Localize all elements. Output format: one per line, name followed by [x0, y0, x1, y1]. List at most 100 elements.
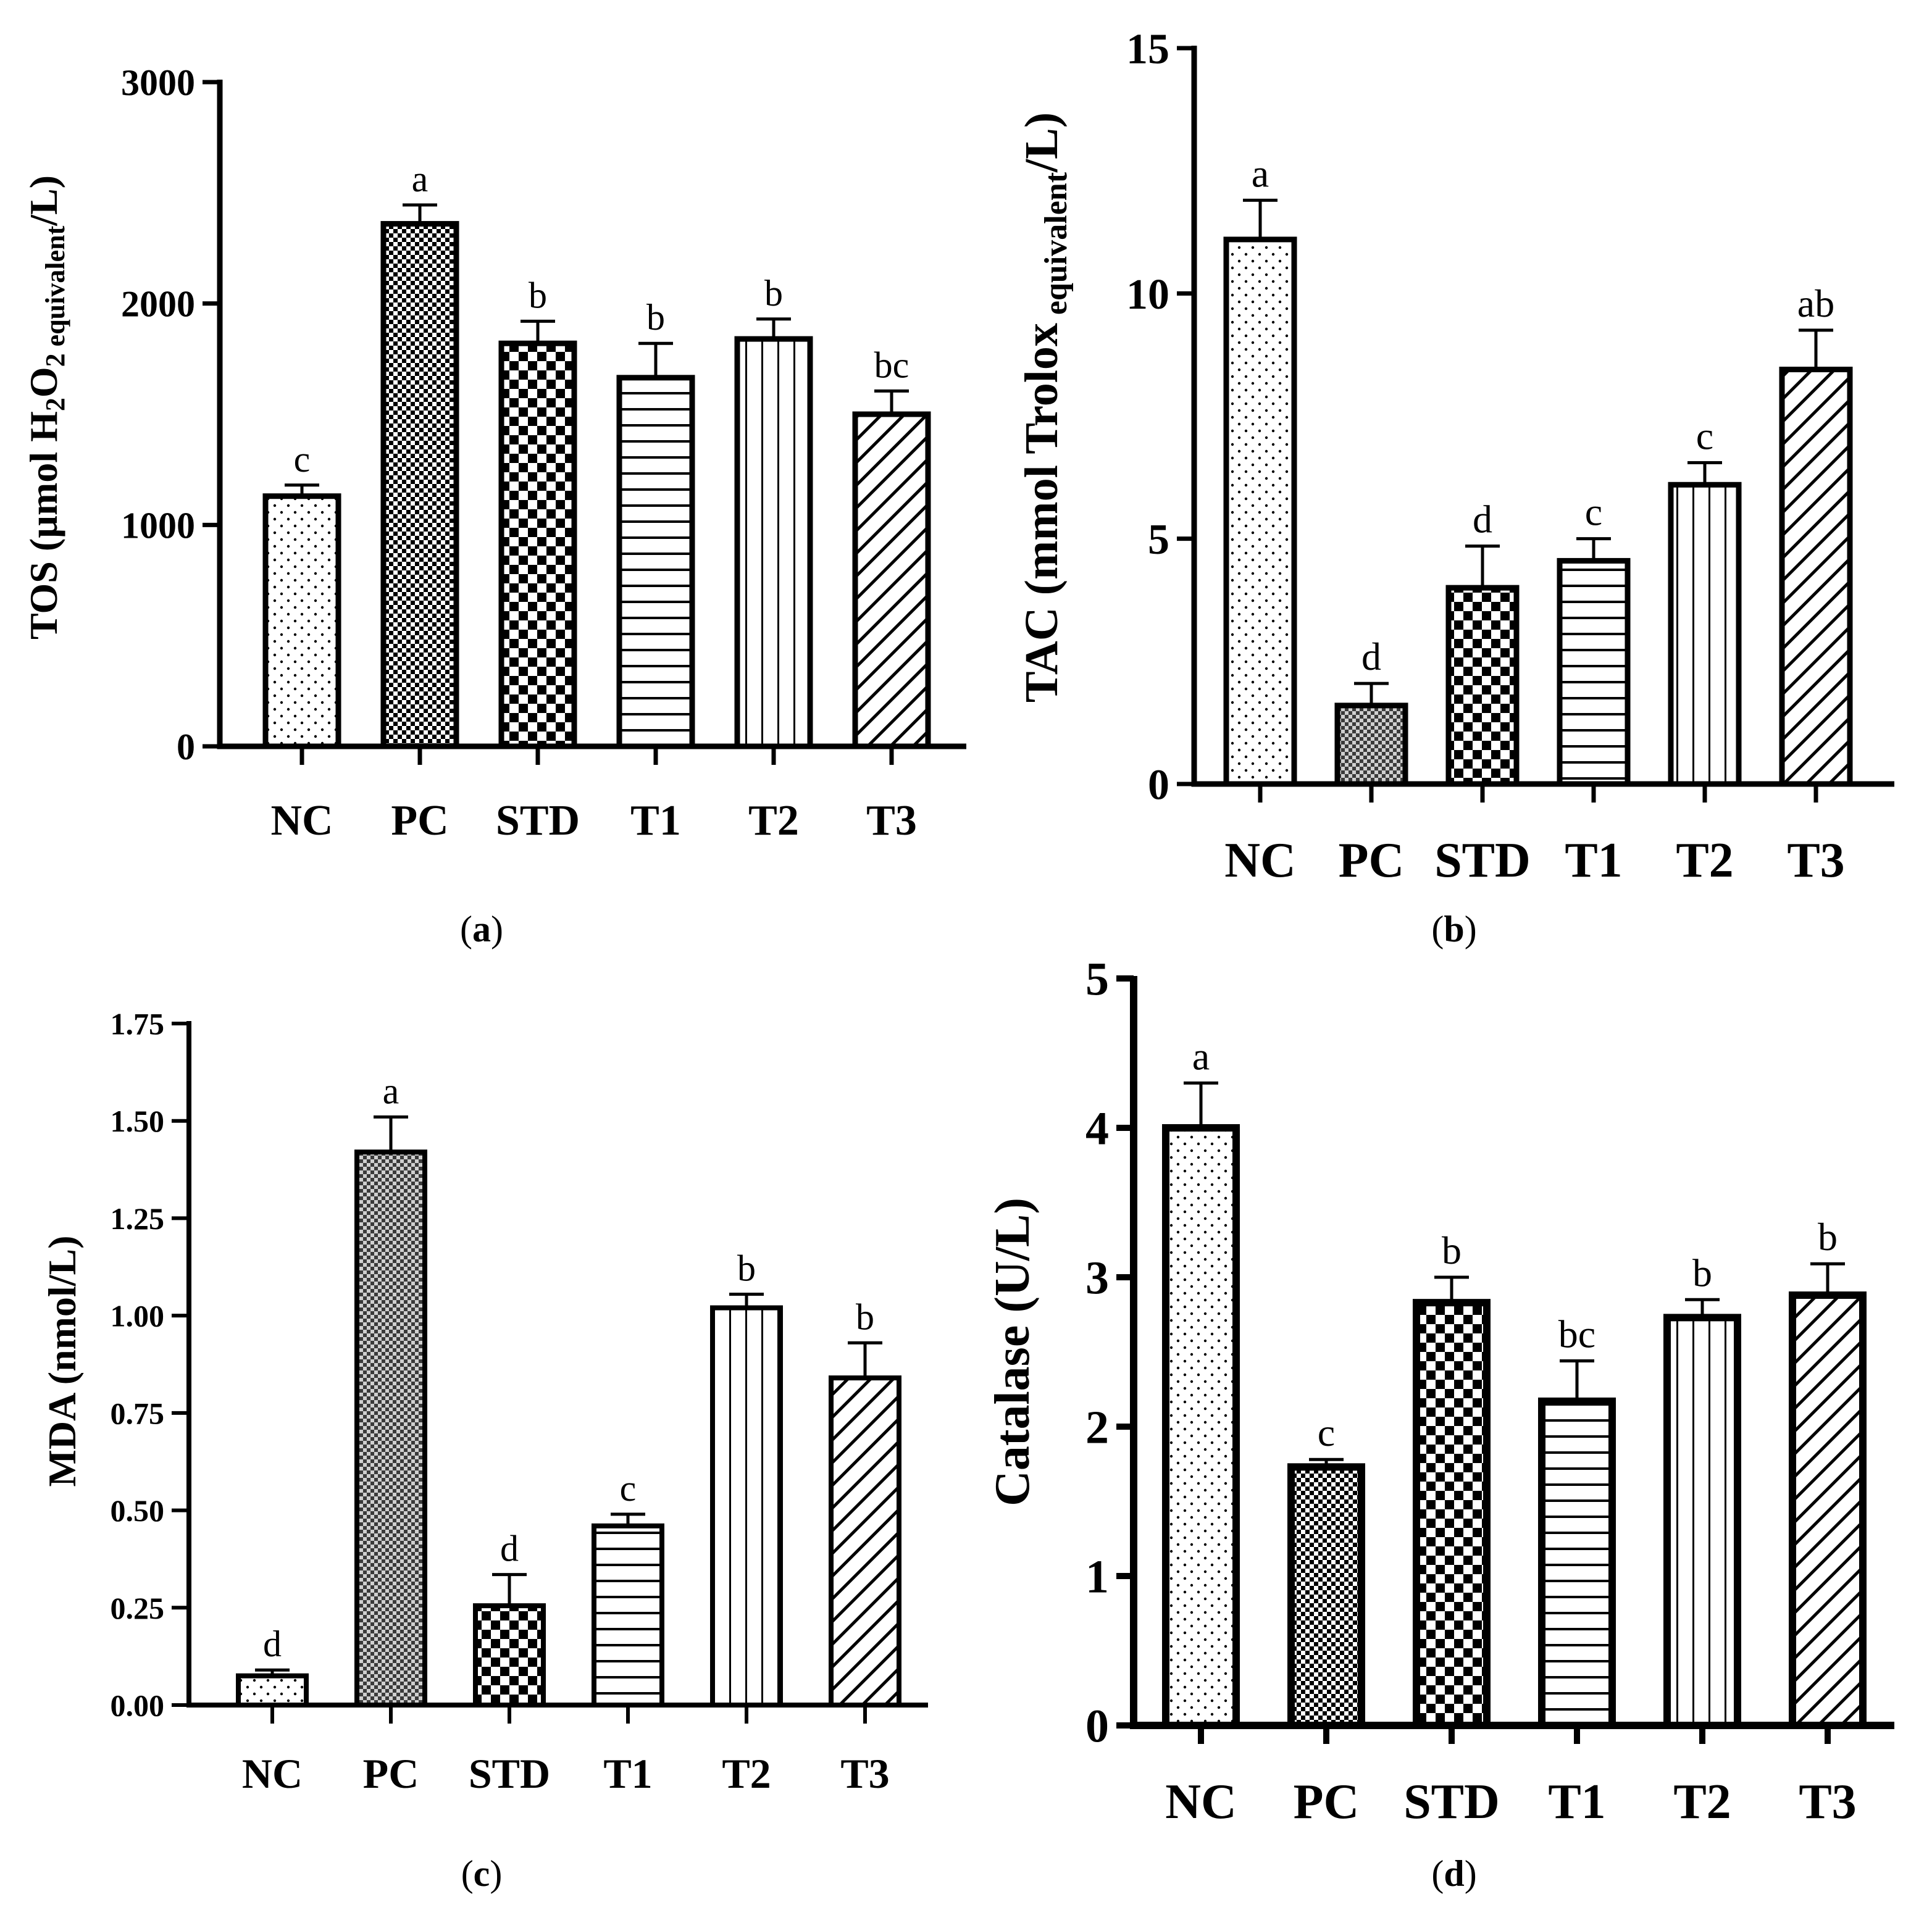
- bar-NC: [236, 1673, 309, 1708]
- y-axis-title: MDA (nmol/L): [40, 1235, 84, 1487]
- category-label: STD: [496, 797, 580, 844]
- y-tick-label: 0: [1085, 1701, 1109, 1753]
- y-tick-label: 0.25: [111, 1591, 165, 1625]
- significance-label: a: [1252, 151, 1269, 195]
- category-label: NC: [1165, 1775, 1237, 1829]
- bar-T3: [1779, 367, 1853, 787]
- significance-label: c: [1696, 414, 1713, 457]
- significance-label: bc: [1558, 1312, 1595, 1356]
- bar-T1: [1557, 557, 1631, 787]
- y-tick-label: 4: [1085, 1103, 1109, 1155]
- y-tick-label: 1.50: [111, 1104, 165, 1138]
- significance-label: ab: [1797, 281, 1834, 325]
- bar-T1: [592, 1523, 664, 1708]
- significance-label: b: [529, 275, 547, 315]
- y-tick-label: 2000: [121, 284, 195, 325]
- bar-STD: [1445, 585, 1520, 787]
- panel-label: (a): [460, 909, 503, 949]
- bar-PC: [380, 221, 459, 749]
- bar-PC: [354, 1149, 427, 1708]
- significance-label: a: [1192, 1034, 1210, 1078]
- category-label: T1: [1548, 1775, 1605, 1829]
- significance-label: c: [1318, 1411, 1335, 1454]
- bar-T2: [1663, 1314, 1741, 1730]
- significance-label: bc: [874, 344, 910, 385]
- y-axis-title: Catalase (U/L): [985, 1198, 1040, 1506]
- y-tick-label: 1.75: [111, 1007, 165, 1041]
- category-label: PC: [363, 1750, 419, 1797]
- significance-label: d: [500, 1528, 519, 1569]
- significance-label: c: [294, 439, 311, 480]
- bar-STD: [473, 1603, 546, 1708]
- category-label: NC: [1224, 833, 1296, 888]
- bar-STD: [498, 340, 577, 749]
- y-tick-label: 0.50: [111, 1493, 165, 1528]
- significance-label: a: [412, 159, 429, 199]
- category-label: STD: [1434, 833, 1531, 888]
- chart-panel-b: 0 5 10 15 a NC d PC d STD c T1 c T2 ab T3 TAC (mmol Trol…: [1016, 26, 1894, 949]
- category-label: T1: [630, 797, 681, 844]
- y-tick-label: 0.00: [111, 1688, 165, 1723]
- significance-label: b: [764, 273, 783, 314]
- bar-NC: [1223, 236, 1297, 787]
- y-tick-label: 3: [1085, 1253, 1109, 1304]
- y-tick-label: 15: [1126, 26, 1169, 73]
- bar-STD: [1413, 1299, 1491, 1729]
- bar-NC: [1162, 1124, 1240, 1729]
- bar-T3: [852, 411, 931, 749]
- panel-label: (c): [461, 1853, 503, 1894]
- bar-T3: [829, 1375, 901, 1708]
- category-label: T2: [1676, 833, 1733, 888]
- category-label: T2: [748, 797, 799, 844]
- category-label: T1: [1565, 833, 1622, 888]
- significance-label: d: [263, 1624, 282, 1664]
- significance-label: b: [646, 297, 665, 338]
- y-tick-label: 0: [1148, 762, 1169, 809]
- category-label: T3: [840, 1750, 889, 1797]
- significance-label: b: [1818, 1215, 1838, 1259]
- significance-label: b: [1692, 1251, 1712, 1295]
- category-label: PC: [391, 797, 448, 844]
- category-label: T2: [722, 1750, 771, 1797]
- panel-label: (d): [1431, 1853, 1476, 1894]
- significance-label: a: [383, 1070, 399, 1111]
- category-label: T3: [1787, 833, 1844, 888]
- y-tick-label: 5: [1085, 954, 1109, 1006]
- y-axis-title: TAC (mmol Trolox equivalent/L): [1016, 112, 1074, 703]
- y-tick-label: 1000: [121, 505, 195, 546]
- y-tick-label: 2: [1085, 1402, 1109, 1454]
- category-label: T2: [1673, 1775, 1731, 1829]
- significance-label: d: [1361, 635, 1381, 678]
- panel-label: (b): [1431, 909, 1476, 949]
- category-label: PC: [1294, 1775, 1360, 1829]
- category-label: PC: [1339, 833, 1405, 888]
- y-axis-title: TOS (µmol H2O2 equivalent/L): [22, 175, 70, 640]
- bar-T2: [710, 1305, 783, 1708]
- y-tick-label: 1.25: [111, 1201, 165, 1236]
- bar-T2: [1668, 482, 1742, 787]
- category-label: T1: [603, 1750, 652, 1797]
- y-tick-label: 10: [1126, 271, 1169, 319]
- y-tick-label: 1.00: [111, 1299, 165, 1333]
- category-label: STD: [469, 1750, 550, 1797]
- significance-label: c: [620, 1468, 637, 1509]
- bar-T1: [616, 375, 695, 749]
- significance-label: c: [1585, 490, 1602, 534]
- category-label: NC: [270, 797, 333, 844]
- category-label: T3: [866, 797, 917, 844]
- chart-panel-d: 0 1 2 3 4 5 a NC c PC b STD bc T1 b T2 b T3 Catalase (U/L)…: [985, 954, 1894, 1894]
- y-tick-label: 1: [1085, 1551, 1109, 1603]
- significance-label: d: [1473, 498, 1492, 541]
- significance-label: b: [737, 1248, 756, 1288]
- y-tick-label: 3000: [121, 62, 195, 103]
- category-label: T3: [1799, 1775, 1856, 1829]
- category-label: NC: [242, 1750, 303, 1797]
- bar-NC: [262, 493, 341, 749]
- significance-label: b: [856, 1296, 874, 1337]
- category-label: STD: [1403, 1775, 1500, 1829]
- chart-panel-c: 0.00 0.25 0.50 0.75 1.00 1.25 1.50 1.75 d NC a PC d S…: [40, 1007, 928, 1894]
- bar-T1: [1538, 1397, 1616, 1730]
- bar-PC: [1287, 1463, 1365, 1730]
- bar-T3: [1789, 1291, 1867, 1730]
